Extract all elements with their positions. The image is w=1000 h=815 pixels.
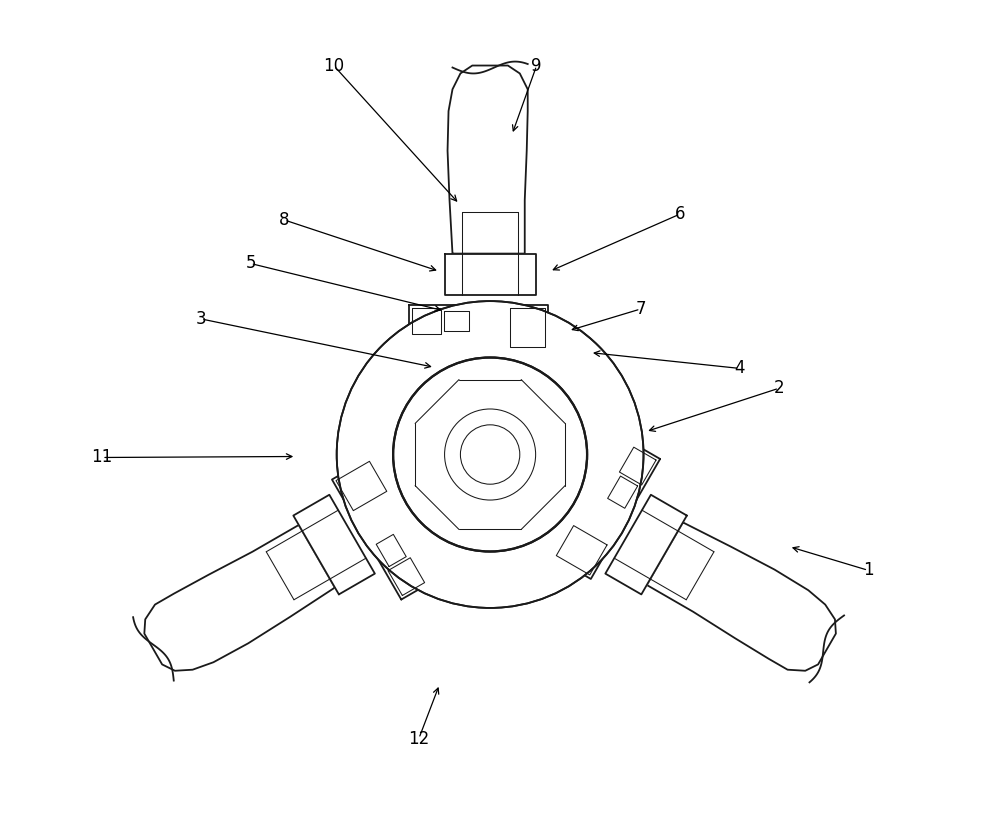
Polygon shape bbox=[551, 521, 611, 579]
Text: 4: 4 bbox=[734, 359, 745, 377]
Polygon shape bbox=[409, 305, 472, 350]
Polygon shape bbox=[608, 476, 638, 509]
Text: 7: 7 bbox=[635, 300, 646, 318]
Circle shape bbox=[393, 358, 587, 552]
Text: 12: 12 bbox=[408, 729, 429, 747]
Polygon shape bbox=[448, 65, 528, 253]
Text: 11: 11 bbox=[91, 448, 113, 466]
Polygon shape bbox=[445, 253, 536, 295]
Polygon shape bbox=[496, 439, 543, 503]
Polygon shape bbox=[293, 495, 375, 594]
Polygon shape bbox=[444, 311, 469, 331]
Polygon shape bbox=[458, 412, 522, 430]
Text: 2: 2 bbox=[774, 379, 784, 397]
Polygon shape bbox=[605, 495, 687, 594]
Polygon shape bbox=[412, 308, 441, 334]
Polygon shape bbox=[510, 308, 545, 346]
Polygon shape bbox=[144, 525, 335, 671]
Text: 3: 3 bbox=[196, 310, 206, 328]
Polygon shape bbox=[507, 305, 548, 350]
Text: 10: 10 bbox=[323, 56, 344, 74]
Text: 1: 1 bbox=[863, 562, 874, 579]
Polygon shape bbox=[336, 461, 387, 511]
Circle shape bbox=[445, 409, 536, 500]
Polygon shape bbox=[647, 522, 836, 671]
Text: 9: 9 bbox=[531, 56, 542, 74]
Polygon shape bbox=[370, 522, 441, 600]
Circle shape bbox=[337, 301, 644, 608]
Polygon shape bbox=[376, 535, 406, 566]
Text: 5: 5 bbox=[245, 254, 256, 272]
Text: 6: 6 bbox=[675, 205, 685, 223]
Polygon shape bbox=[437, 439, 485, 503]
Polygon shape bbox=[619, 447, 656, 485]
Polygon shape bbox=[589, 436, 660, 513]
Polygon shape bbox=[388, 557, 425, 596]
Polygon shape bbox=[332, 456, 392, 514]
Text: 8: 8 bbox=[279, 211, 289, 229]
Polygon shape bbox=[556, 526, 607, 575]
